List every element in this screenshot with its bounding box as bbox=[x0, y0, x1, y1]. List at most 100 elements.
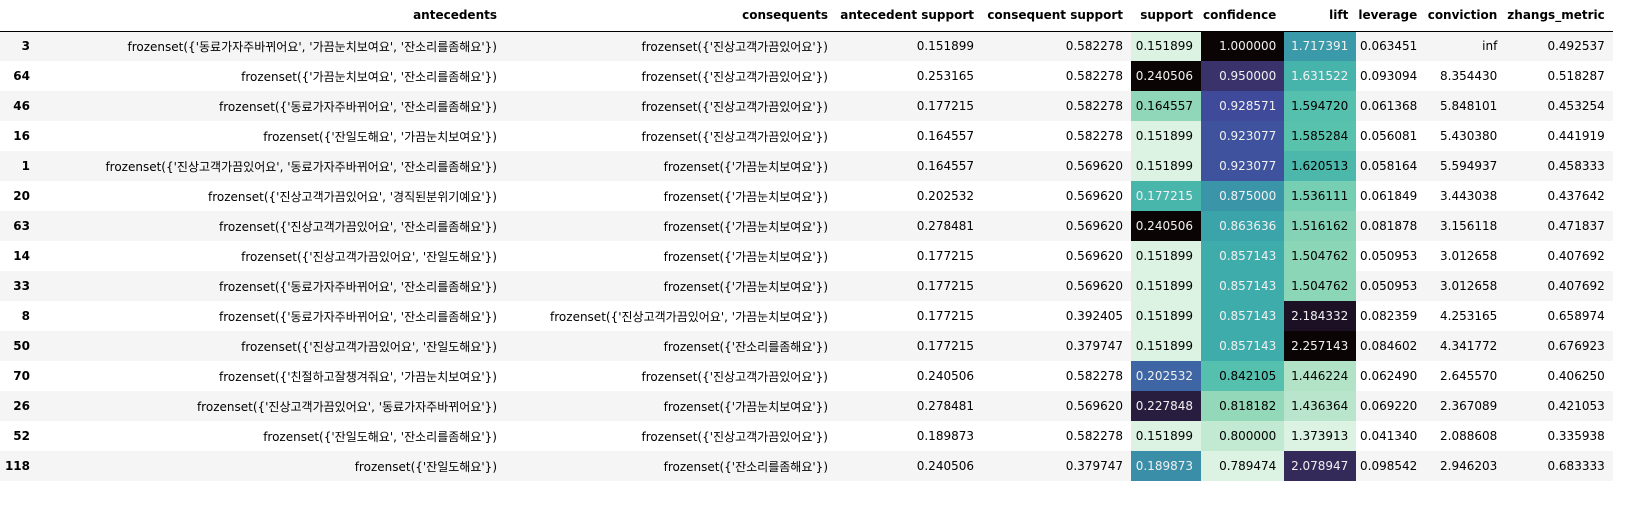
confidence-cell: 0.950000 bbox=[1201, 61, 1285, 91]
consequents-cell: frozenset({'진상고객가끔있어요'}) bbox=[505, 61, 836, 91]
zhangs-metric-cell: 0.658974 bbox=[1505, 301, 1613, 331]
table-row: 63 frozenset({'진상고객가끔있어요', '잔소리를좀해요'}) fro… bbox=[0, 211, 1613, 241]
lift-cell: 2.257143 bbox=[1284, 331, 1357, 361]
antecedents-header: antecedents bbox=[38, 0, 505, 32]
consequent-support-header: consequent support bbox=[982, 0, 1131, 32]
table-row: 3 frozenset({'동료가자주바뀌어요', '가끔눈치보여요', '잔소리… bbox=[0, 31, 1613, 61]
consequents-cell: frozenset({'진상고객가끔있어요'}) bbox=[505, 31, 836, 61]
antecedent-support-cell: 0.151899 bbox=[836, 31, 982, 61]
conviction-cell: 4.253165 bbox=[1425, 301, 1506, 331]
support-cell: 0.227848 bbox=[1131, 391, 1201, 421]
lift-cell: 1.504762 bbox=[1284, 271, 1357, 301]
leverage-cell: 0.062490 bbox=[1356, 361, 1426, 391]
confidence-cell: 0.857143 bbox=[1201, 271, 1285, 301]
lift-cell: 1.516162 bbox=[1284, 211, 1357, 241]
zhangs-metric-cell: 0.437642 bbox=[1505, 181, 1613, 211]
support-cell: 0.164557 bbox=[1131, 91, 1201, 121]
row-index: 1 bbox=[0, 151, 38, 181]
consequents-cell: frozenset({'잔소리를좀해요'}) bbox=[505, 331, 836, 361]
conviction-cell: 2.088608 bbox=[1425, 421, 1506, 451]
index-header bbox=[0, 0, 38, 32]
zhangs-metric-cell: 0.471837 bbox=[1505, 211, 1613, 241]
zhangs-metric-header: zhangs_metric bbox=[1505, 0, 1613, 32]
confidence-cell: 0.842105 bbox=[1201, 361, 1285, 391]
consequent-support-cell: 0.569620 bbox=[982, 151, 1131, 181]
consequents-cell: frozenset({'가끔눈치보여요'}) bbox=[505, 211, 836, 241]
row-index: 50 bbox=[0, 331, 38, 361]
confidence-cell: 0.928571 bbox=[1201, 91, 1285, 121]
antecedents-cell: frozenset({'진상고객가끔있어요', '동료가자주바뀌어요'}) bbox=[38, 391, 505, 421]
leverage-cell: 0.058164 bbox=[1356, 151, 1426, 181]
consequent-support-cell: 0.569620 bbox=[982, 391, 1131, 421]
lift-cell: 1.620513 bbox=[1284, 151, 1357, 181]
antecedents-cell: frozenset({'진상고객가끔있어요', '잔소리를좀해요'}) bbox=[38, 211, 505, 241]
conviction-cell: 3.012658 bbox=[1425, 241, 1506, 271]
consequents-header: consequents bbox=[505, 0, 836, 32]
consequents-cell: frozenset({'진상고객가끔있어요', '가끔눈치보여요'}) bbox=[505, 301, 836, 331]
lift-cell: 1.594720 bbox=[1284, 91, 1357, 121]
row-index: 52 bbox=[0, 421, 38, 451]
antecedent-support-cell: 0.240506 bbox=[836, 361, 982, 391]
table-row: 50 frozenset({'진상고객가끔있어요', '잔일도해요'}) froze… bbox=[0, 331, 1613, 361]
zhangs-metric-cell: 0.453254 bbox=[1505, 91, 1613, 121]
antecedent-support-cell: 0.202532 bbox=[836, 181, 982, 211]
antecedent-support-cell: 0.253165 bbox=[836, 61, 982, 91]
consequent-support-cell: 0.582278 bbox=[982, 121, 1131, 151]
zhangs-metric-cell: 0.441919 bbox=[1505, 121, 1613, 151]
leverage-cell: 0.061849 bbox=[1356, 181, 1426, 211]
lift-cell: 1.446224 bbox=[1284, 361, 1357, 391]
consequent-support-cell: 0.379747 bbox=[982, 451, 1131, 481]
leverage-cell: 0.050953 bbox=[1356, 241, 1426, 271]
support-header: support bbox=[1131, 0, 1201, 32]
lift-cell: 1.436364 bbox=[1284, 391, 1357, 421]
table-row: 16 frozenset({'잔일도해요', '가끔눈치보여요'}) frozens… bbox=[0, 121, 1613, 151]
row-index: 14 bbox=[0, 241, 38, 271]
confidence-cell: 0.857143 bbox=[1201, 241, 1285, 271]
consequents-cell: frozenset({'진상고객가끔있어요'}) bbox=[505, 121, 836, 151]
row-index: 16 bbox=[0, 121, 38, 151]
row-index: 63 bbox=[0, 211, 38, 241]
lift-cell: 1.585284 bbox=[1284, 121, 1357, 151]
zhangs-metric-cell: 0.407692 bbox=[1505, 271, 1613, 301]
support-cell: 0.151899 bbox=[1131, 421, 1201, 451]
row-index: 3 bbox=[0, 31, 38, 61]
leverage-cell: 0.056081 bbox=[1356, 121, 1426, 151]
conviction-cell: 2.946203 bbox=[1425, 451, 1506, 481]
lift-cell: 1.504762 bbox=[1284, 241, 1357, 271]
leverage-cell: 0.061368 bbox=[1356, 91, 1426, 121]
consequent-support-cell: 0.582278 bbox=[982, 91, 1131, 121]
row-index: 20 bbox=[0, 181, 38, 211]
consequents-cell: frozenset({'가끔눈치보여요'}) bbox=[505, 391, 836, 421]
leverage-cell: 0.041340 bbox=[1356, 421, 1426, 451]
zhangs-metric-cell: 0.406250 bbox=[1505, 361, 1613, 391]
table-row: 33 frozenset({'동료가자주바뀌어요', '잔소리를좀해요'}) fro… bbox=[0, 271, 1613, 301]
antecedents-cell: frozenset({'잔일도해요'}) bbox=[38, 451, 505, 481]
row-index: 8 bbox=[0, 301, 38, 331]
leverage-cell: 0.069220 bbox=[1356, 391, 1426, 421]
table-row: 70 frozenset({'친절하고잘챙겨줘요', '가끔눈치보여요'}) fro… bbox=[0, 361, 1613, 391]
confidence-cell: 0.923077 bbox=[1201, 151, 1285, 181]
association-rules-table: antecedents consequents antecedent suppo… bbox=[0, 0, 1613, 481]
support-cell: 0.151899 bbox=[1131, 241, 1201, 271]
header-row: antecedents consequents antecedent suppo… bbox=[0, 0, 1613, 32]
antecedents-cell: frozenset({'진상고객가끔있어요', '잔일도해요'}) bbox=[38, 331, 505, 361]
leverage-cell: 0.082359 bbox=[1356, 301, 1426, 331]
consequent-support-cell: 0.392405 bbox=[982, 301, 1131, 331]
conviction-cell: 4.341772 bbox=[1425, 331, 1506, 361]
table-row: 26 frozenset({'진상고객가끔있어요', '동료가자주바뀌어요'}) f… bbox=[0, 391, 1613, 421]
antecedent-support-cell: 0.177215 bbox=[836, 331, 982, 361]
table-row: 14 frozenset({'진상고객가끔있어요', '잔일도해요'}) froze… bbox=[0, 241, 1613, 271]
consequents-cell: frozenset({'진상고객가끔있어요'}) bbox=[505, 361, 836, 391]
conviction-header: conviction bbox=[1425, 0, 1506, 32]
row-index: 70 bbox=[0, 361, 38, 391]
support-cell: 0.151899 bbox=[1131, 151, 1201, 181]
confidence-cell: 0.875000 bbox=[1201, 181, 1285, 211]
lift-cell: 2.078947 bbox=[1284, 451, 1357, 481]
support-cell: 0.151899 bbox=[1131, 31, 1201, 61]
confidence-cell: 0.800000 bbox=[1201, 421, 1285, 451]
antecedent-support-cell: 0.278481 bbox=[836, 391, 982, 421]
table-row: 64 frozenset({'가끔눈치보여요', '잔소리를좀해요'}) froze… bbox=[0, 61, 1613, 91]
antecedent-support-cell: 0.189873 bbox=[836, 421, 982, 451]
antecedents-cell: frozenset({'동료가자주바뀌어요', '가끔눈치보여요', '잔소리를… bbox=[38, 31, 505, 61]
confidence-cell: 1.000000 bbox=[1201, 31, 1285, 61]
